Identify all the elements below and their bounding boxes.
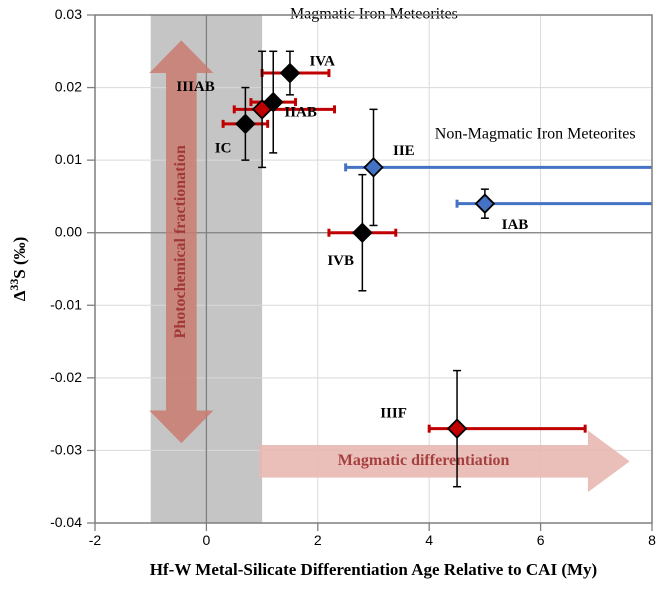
chart-root: Photochemical fractionation Magmatic diff… xyxy=(0,0,667,593)
ytick-label: -0.04 xyxy=(50,514,82,530)
point-label: IVB xyxy=(327,253,354,269)
horizontal-arrow-label: Magmatic differentiation xyxy=(338,452,510,469)
legend-magmatic: Magmatic Iron Meteorites xyxy=(290,6,458,23)
point-label: IVA xyxy=(309,54,335,70)
xtick-label: 4 xyxy=(425,532,433,548)
ytick-label: -0.03 xyxy=(50,441,82,457)
ytick-label: 0.03 xyxy=(55,6,82,22)
y-axis-label: Δ33S (‰) xyxy=(7,237,29,302)
vertical-arrow-label: Photochemical fractionation xyxy=(172,145,189,338)
ytick-label: 0.00 xyxy=(55,224,82,240)
chart-bg xyxy=(0,0,667,593)
x-axis-label: Hf-W Metal-Silicate Differentiation Age … xyxy=(150,560,597,579)
point-label: IIAB xyxy=(284,104,317,120)
ytick-label: -0.02 xyxy=(50,369,82,385)
xtick-label: 0 xyxy=(203,532,211,548)
xtick-label: 2 xyxy=(314,532,322,548)
ytick-label: -0.01 xyxy=(50,296,82,312)
point-label: IIIAB xyxy=(176,79,214,95)
point-label: IIE xyxy=(393,143,415,159)
chart-svg: Photochemical fractionation Magmatic diff… xyxy=(0,0,667,593)
ytick-label: 0.01 xyxy=(55,151,82,167)
point-label: IAB xyxy=(502,217,529,233)
xtick-label: -2 xyxy=(89,532,102,548)
point-label: IIIF xyxy=(380,406,407,422)
ytick-label: 0.02 xyxy=(55,79,82,95)
xtick-label: 8 xyxy=(648,532,656,548)
point-label: IC xyxy=(215,141,232,157)
xtick-label: 6 xyxy=(537,532,545,548)
legend-non-magmatic: Non-Magmatic Iron Meteorites xyxy=(435,125,636,142)
